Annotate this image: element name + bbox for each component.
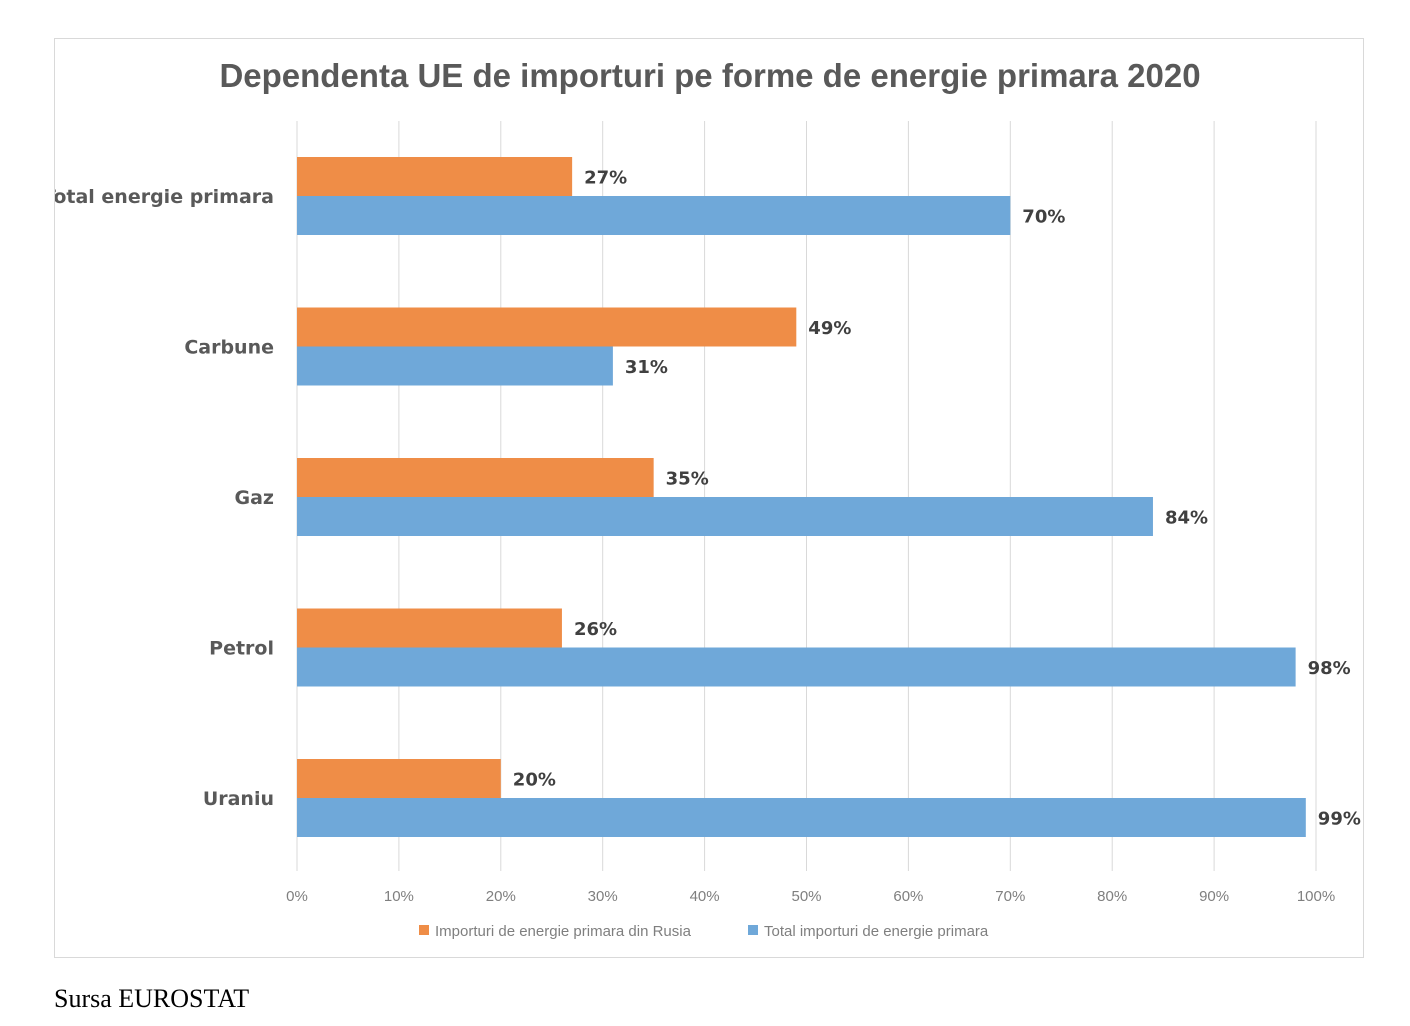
bar — [297, 608, 562, 648]
category-label: Gaz — [235, 487, 274, 509]
x-tick-label: 90% — [1199, 888, 1229, 905]
bar-chart: Dependenta UE de importuri pe forme de e… — [55, 57, 1361, 940]
bar — [297, 307, 797, 347]
data-label: 26% — [574, 619, 617, 640]
bar — [297, 798, 1306, 837]
bar — [297, 346, 613, 386]
bar — [297, 458, 654, 497]
data-label: 49% — [808, 318, 851, 339]
x-tick-label: 40% — [690, 888, 720, 905]
chart-title: Dependenta UE de importuri pe forme de e… — [219, 57, 1200, 94]
bar — [297, 157, 573, 196]
data-label: 27% — [584, 168, 627, 189]
x-tick-label: 70% — [995, 888, 1025, 905]
data-label: 99% — [1318, 809, 1361, 830]
legend-swatch — [419, 925, 429, 935]
category-label: Carbune — [184, 337, 274, 359]
x-tick-label: 100% — [1297, 888, 1335, 905]
category-label: Total energie primara — [55, 186, 274, 208]
chart-frame: Dependenta UE de importuri pe forme de e… — [54, 38, 1364, 958]
x-tick-label: 10% — [384, 888, 414, 905]
data-label: 31% — [625, 357, 668, 378]
legend-label: Importuri de energie primara din Rusia — [435, 923, 692, 940]
legend-label: Total importuri de energie primara — [764, 923, 989, 940]
data-label: 98% — [1308, 658, 1351, 679]
category-label: Petrol — [209, 638, 274, 660]
x-tick-label: 0% — [286, 888, 308, 905]
category-label: Uraniu — [203, 788, 274, 810]
x-tick-label: 80% — [1097, 888, 1127, 905]
data-label: 35% — [666, 469, 709, 490]
bar — [297, 647, 1296, 687]
x-tick-label: 30% — [588, 888, 618, 905]
x-tick-label: 20% — [486, 888, 516, 905]
data-label: 20% — [513, 770, 556, 791]
bar — [297, 759, 501, 798]
data-label: 84% — [1165, 508, 1208, 529]
data-label: 70% — [1022, 207, 1065, 228]
bar — [297, 196, 1011, 235]
x-tick-label: 60% — [893, 888, 923, 905]
x-tick-label: 50% — [791, 888, 821, 905]
legend-swatch — [748, 925, 758, 935]
bar — [297, 497, 1153, 536]
source-note: Sursa EUROSTAT — [54, 984, 250, 1013]
